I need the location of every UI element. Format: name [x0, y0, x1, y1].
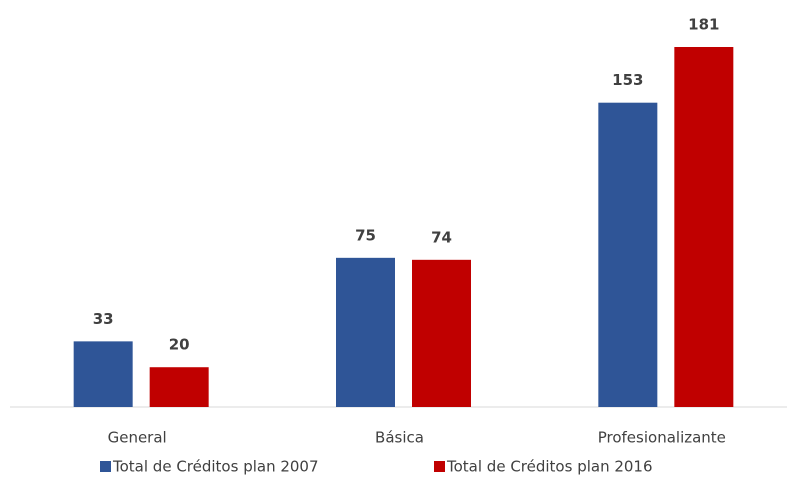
x-tick-label: Básica [375, 429, 424, 447]
x-tick-label: General [108, 429, 167, 447]
bar [149, 367, 209, 407]
bar [598, 102, 658, 407]
data-label: 181 [688, 16, 719, 34]
bar [336, 257, 395, 407]
legend-label: Total de Créditos plan 2016 [446, 458, 653, 476]
data-label: 153 [612, 71, 643, 89]
data-label: 20 [169, 336, 190, 354]
bar [674, 47, 734, 407]
data-label: 33 [93, 310, 114, 328]
legend-swatch [100, 461, 111, 472]
legend-label: Total de Créditos plan 2007 [112, 458, 319, 476]
x-tick-label: Profesionalizante [598, 429, 726, 447]
data-label: 74 [431, 228, 452, 246]
data-label: 75 [355, 226, 376, 244]
legend-swatch [434, 461, 445, 472]
bar [73, 341, 133, 407]
bar [412, 259, 471, 407]
